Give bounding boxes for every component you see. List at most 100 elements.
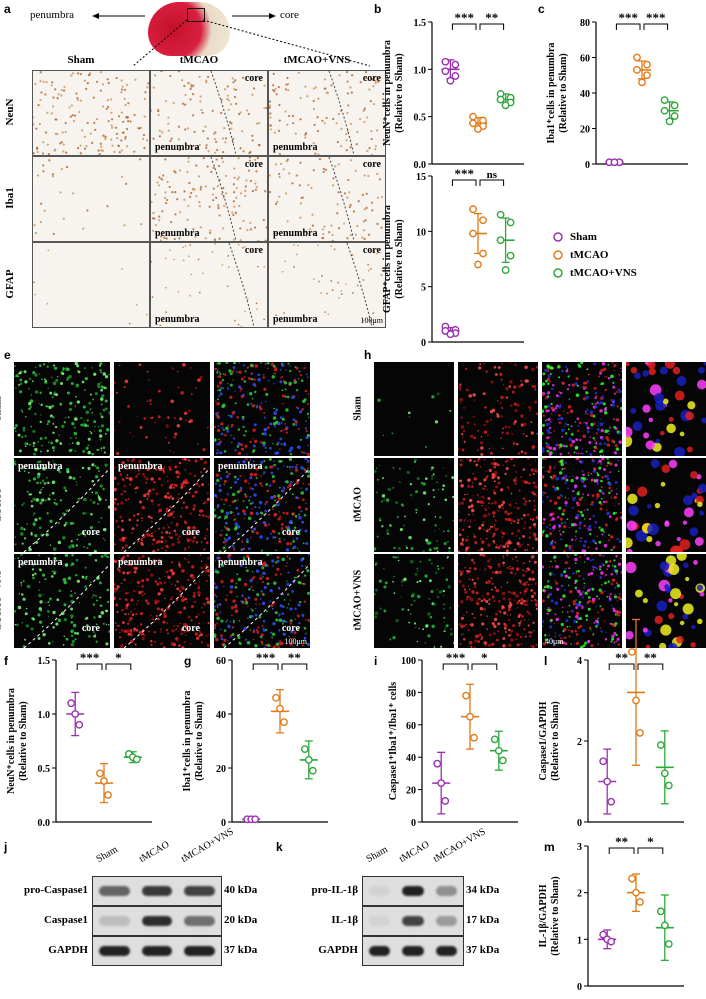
wbk-band-2-lane-1 — [402, 946, 424, 956]
i-point-0-1 — [437, 779, 446, 788]
wbj-band-2-lane-2 — [184, 946, 215, 956]
fe-penumbra-2-0: penumbra — [18, 557, 63, 568]
wbj-band-0-lane-0 — [99, 886, 130, 896]
i-point-1-2 — [470, 733, 478, 742]
fe-image-0-2 — [214, 362, 310, 456]
ihc-image-0-0 — [32, 70, 150, 156]
b-point-1-3 — [479, 122, 487, 131]
brain-inset-box — [187, 8, 205, 22]
wbk-lane-1: tMCAO — [397, 839, 432, 865]
i-sig-1: * — [481, 650, 488, 665]
d-point-2-1 — [506, 218, 515, 227]
l-point-1-1 — [632, 696, 640, 705]
ihc-penumbra-2-1: penumbra — [155, 314, 200, 325]
i-ytick-label-5: 100 — [401, 656, 416, 667]
c-point-2-2 — [660, 106, 669, 115]
g-ytick-label-3: 60 — [216, 656, 226, 667]
wbk-band-label-1: IL-1β — [331, 914, 358, 926]
fe-penumbra-1-1: penumbra — [118, 461, 163, 472]
c-ytick-label-1: 20 — [580, 125, 590, 136]
f-ytick-label-2: 1.0 — [38, 710, 51, 721]
ihc-core-2-1: core — [244, 245, 263, 256]
fh-col-2: Merge — [569, 348, 595, 359]
ihc-image-2-2: core penumbra 100μm — [268, 242, 386, 328]
wbj-band-0-lane-1 — [141, 886, 173, 896]
fh-col-0: Caspase1 — [395, 348, 433, 359]
b-point-1-0 — [469, 112, 477, 121]
f-sig-1: * — [115, 650, 122, 665]
fe-core-1-0: core — [81, 527, 100, 538]
fh-image-1-3 — [626, 458, 706, 552]
g-sig-bracket-0 — [252, 663, 279, 670]
panel-letter-b: b — [374, 2, 382, 16]
legend-item-sham: Sham — [552, 228, 637, 246]
fh-col-1: Iba1 — [489, 348, 507, 359]
i-point-2-2 — [498, 756, 507, 765]
wbk-band-1-lane-0 — [369, 916, 391, 926]
c-point-2-4 — [665, 117, 674, 126]
l-point-2-0 — [656, 741, 665, 749]
fh-image-1-0 — [374, 458, 454, 552]
l-ytick-label-2: 4 — [577, 656, 582, 667]
fh-image-2-0 — [374, 554, 454, 648]
m-point-1-2 — [636, 898, 644, 906]
l-point-2-2 — [664, 781, 673, 790]
d-point-1-2 — [469, 229, 477, 238]
i-sig-bracket-0 — [442, 663, 469, 670]
legend-label-vns: tMCAO+VNS — [570, 267, 637, 279]
wbk-kda-2: 37 kDa — [466, 944, 500, 956]
panel-a-row-1: Iba1 — [4, 187, 16, 209]
g-ytick-label-0: 0 — [221, 818, 226, 829]
panel-letter-c: c — [538, 2, 545, 16]
m-ytick-label-2: 2 — [577, 889, 582, 900]
wbk-kda-1: 17 kDa — [466, 914, 500, 926]
legend-item-vns: tMCAO+VNS — [552, 264, 637, 282]
f-point-2-2 — [132, 755, 141, 764]
i-point-0-2 — [441, 797, 450, 805]
fe-col-1: Iba1 — [153, 348, 171, 359]
panel-a-row-0: NeuN — [4, 98, 16, 126]
fe-image-0-1 — [114, 362, 210, 456]
wbj-band-2-lane-0 — [99, 946, 130, 956]
d-point-0-2 — [441, 327, 450, 335]
fe-core-1-2: core — [281, 527, 300, 538]
d-point-2-2 — [496, 236, 505, 245]
m-point-1-0 — [628, 874, 636, 883]
fh-image-0-1 — [458, 362, 538, 456]
fh-image-0-2 — [542, 362, 622, 456]
m-point-2-0 — [656, 907, 665, 916]
l-point-0-1 — [603, 777, 612, 786]
m-point-1-1 — [632, 888, 640, 897]
ihc-image-2-1: core penumbra — [150, 242, 268, 328]
fh-image-2-2: 40μm — [542, 554, 622, 648]
fe-image-1-2: penumbra core — [214, 458, 310, 552]
m-ylabel-1: (Relative to Sham) — [550, 876, 561, 955]
panel-letter-f: f — [4, 654, 8, 668]
i-ylabel-0: Caspase1⁺Iba1⁺/Iba1⁺ cells — [388, 682, 399, 800]
d-sig-bracket-0 — [451, 179, 477, 186]
c-point-2-0 — [660, 96, 669, 105]
fh-row-2: tMCAO+VNS — [352, 569, 364, 631]
ihc-penumbra-0-2: penumbra — [273, 142, 318, 153]
wbj-kda-1: 20 kDa — [224, 914, 258, 926]
l-ylabel-1: (Relative to Sham) — [550, 701, 561, 780]
wbj-lane-1: tMCAO — [137, 839, 172, 865]
fh-col-3: Enlarge — [650, 348, 682, 359]
l-ytick-label-0: 0 — [577, 818, 582, 829]
i-point-0-0 — [433, 759, 442, 768]
i-ytick-label-0: 0 — [411, 818, 416, 829]
fe-penumbra-2-1: penumbra — [118, 557, 163, 568]
ihc-penumbra-1-1: penumbra — [155, 228, 200, 239]
wbj-band-1-lane-0 — [99, 916, 130, 926]
g-point-1-0 — [272, 693, 280, 702]
m-ytick-label-3: 3 — [577, 842, 582, 853]
panel-letter-g: g — [184, 654, 192, 668]
wbk-lane-2: tMCAO+VNS — [431, 826, 488, 865]
wbj-kda-0: 40 kDa — [224, 884, 258, 896]
ihc-core-2-2: core — [362, 245, 381, 256]
panel-a-col-1: tMCAO — [179, 54, 219, 66]
panel-letter-k: k — [276, 840, 283, 854]
wbj-band-1-lane-2 — [184, 916, 215, 926]
wbj-band-2 — [92, 936, 222, 966]
l-sig-1: ** — [644, 650, 657, 665]
